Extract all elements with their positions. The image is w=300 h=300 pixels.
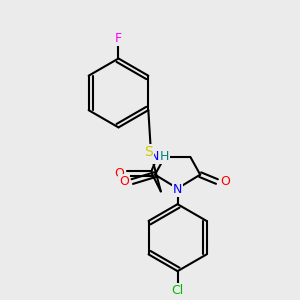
Text: H: H	[160, 150, 170, 164]
Text: S: S	[144, 145, 152, 159]
Text: N: N	[173, 183, 182, 196]
Text: O: O	[115, 167, 124, 180]
Text: N: N	[150, 150, 160, 164]
Text: O: O	[119, 175, 129, 188]
Text: O: O	[220, 175, 230, 188]
Text: F: F	[115, 32, 122, 45]
Text: Cl: Cl	[171, 284, 184, 297]
